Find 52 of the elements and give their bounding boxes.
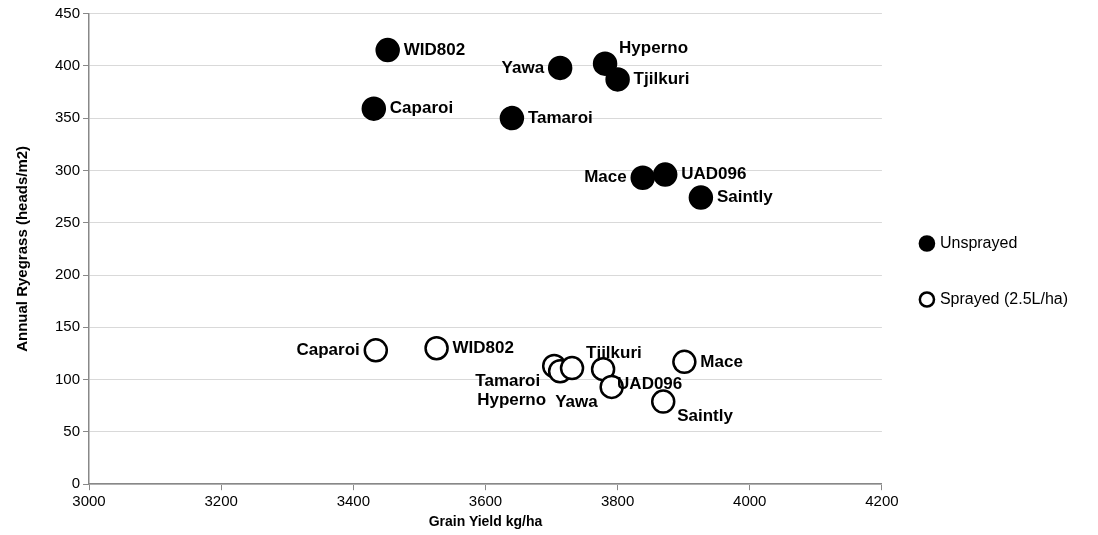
annotation: Tjilkuri	[633, 69, 690, 89]
point	[559, 355, 585, 381]
y-tick-label: 100	[55, 369, 81, 387]
annotation: Tjilkuri	[586, 342, 642, 362]
point	[592, 51, 618, 76]
y-tick-label: 300	[55, 160, 81, 178]
annotation: UAD096	[681, 164, 747, 184]
x-tick-label: 3400	[336, 492, 371, 510]
y-tick-label: 150	[55, 317, 81, 335]
annotation: Hyperno	[619, 38, 689, 58]
y-tick-label: 0	[71, 474, 81, 492]
y-tick-label: 200	[55, 265, 81, 283]
x-tick-label: 3600	[468, 492, 503, 510]
y-axis-title: Annual Ryegrass (heads/m2)	[13, 145, 31, 352]
point	[688, 185, 714, 210]
x-tick-label: 4000	[733, 492, 767, 510]
annotation: Caparoi	[389, 98, 454, 118]
point	[424, 335, 449, 361]
annotation: Mace	[700, 351, 743, 371]
annotation: Yawa	[555, 391, 599, 411]
annotation: Saintly	[677, 406, 734, 426]
y-tick-label: 450	[55, 3, 81, 21]
annotation: Tamaroi	[475, 370, 541, 390]
legend-label: Sprayed (2.5L/ha)	[939, 289, 1068, 307]
x-axis-title: Grain Yield kg/ha	[428, 513, 543, 530]
x-tick-label: 3200	[204, 492, 238, 510]
y-tick-label: 350	[55, 108, 81, 126]
annotation: Caparoi	[296, 340, 360, 359]
y-tick-label: 250	[55, 212, 81, 230]
x-tick-label: 4200	[865, 492, 899, 510]
point	[547, 55, 573, 81]
point	[363, 338, 389, 363]
annotation: WID802	[452, 337, 514, 357]
annotation: Yawa	[501, 57, 545, 77]
point	[499, 105, 525, 131]
y-tick-label: 400	[55, 55, 81, 73]
y-tick-label: 50	[63, 422, 81, 440]
annotation: Mace	[584, 167, 627, 187]
annotation: Hyperno	[477, 389, 547, 409]
annotation: Tamaroi	[527, 107, 593, 127]
legend-label: Unsprayed	[939, 233, 1018, 251]
point	[630, 165, 655, 190]
point	[652, 162, 678, 187]
point	[375, 37, 400, 63]
annotation: WID802	[403, 39, 466, 59]
point	[361, 96, 387, 121]
x-tick-label: 3000	[72, 492, 106, 510]
x-tick-label: 3800	[600, 492, 635, 510]
point	[672, 349, 697, 375]
point	[605, 67, 630, 92]
point	[650, 389, 676, 414]
annotation: Saintly	[716, 187, 774, 207]
